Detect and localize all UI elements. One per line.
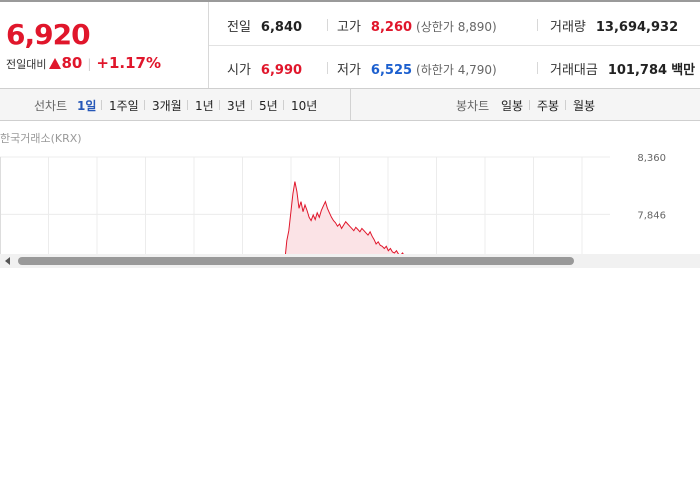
divider [101, 100, 102, 110]
price-summary: 6,920 전일대비 80 | +1.17% [0, 2, 209, 88]
stats-panel: 전일 6,840 고가 8,260 (상한가 8,890) 거래량 13,694,932… [209, 2, 700, 88]
stat-label: 거래량 [550, 20, 586, 35]
stock-widget: 6,920 전일대비 80 | +1.17% 전일 6,840 고가 8,260 (상한가 … [0, 0, 700, 268]
tab-daily-candle[interactable]: 일봉 [501, 99, 524, 113]
stat-label: 전일 [227, 20, 251, 35]
change-rate: +1.17% [96, 54, 162, 72]
change-row: 전일대비 80 | +1.17% [6, 54, 161, 72]
top-border [0, 0, 700, 2]
change-value: 80 [61, 54, 83, 72]
line-chart-tabs: 선차트 1일 1주일 3개월 1년 3년 5년 10년 [0, 89, 351, 120]
stat-value: 6,525 [370, 63, 413, 78]
upper-limit-value: 8,890 [457, 20, 493, 34]
chart-tab-bar: 선차트 1일 1주일 3개월 1년 3년 5년 10년 봉차트 일봉 주봉 월봉 [0, 88, 700, 121]
change-label: 전일대비 [6, 58, 47, 71]
divider [144, 100, 145, 110]
tab-1w[interactable]: 1주일 [109, 99, 139, 113]
stat-high: 고가 8,260 (상한가 8,890) [337, 20, 497, 35]
divider [529, 100, 530, 110]
stat-label: 저가 [337, 63, 361, 78]
stat-value: 13,694,932 [595, 20, 679, 35]
stat-volume: 거래량 13,694,932 [550, 16, 678, 35]
divider [537, 19, 538, 31]
tab-3m[interactable]: 3개월 [152, 99, 182, 113]
stat-open: 시가 6,990 [227, 59, 302, 78]
stat-label: 거래대금 [550, 63, 598, 78]
stat-amount: 거래대금 101,784 백만 [550, 59, 695, 78]
stat-label: 고가 [337, 20, 361, 35]
tab-1d[interactable]: 1일 [77, 99, 97, 113]
divider [187, 100, 188, 110]
change-separator: | [87, 57, 92, 71]
stat-unit: 백만 [671, 63, 696, 78]
candle-chart-heading: 봉차트 [456, 99, 490, 113]
stat-value: 6,840 [260, 20, 303, 35]
tab-5y[interactable]: 5년 [259, 99, 278, 113]
scroll-left-arrow-icon[interactable] [5, 257, 10, 265]
divider [327, 62, 328, 74]
divider [327, 19, 328, 31]
stats-row-divider [209, 45, 700, 46]
tab-10y[interactable]: 10년 [291, 99, 318, 113]
tab-1y[interactable]: 1년 [195, 99, 214, 113]
current-price: 6,920 [6, 18, 91, 51]
stat-low: 저가 6,525 (하한가 4,790) [337, 63, 497, 78]
up-triangle-icon [49, 58, 62, 69]
upper-limit-label: 상한가 [420, 20, 454, 34]
scrollbar-thumb[interactable] [18, 257, 574, 265]
lower-limit-value: 4,790 [457, 63, 493, 77]
tab-weekly-candle[interactable]: 주봉 [537, 99, 560, 113]
data-source-label: 한국거래소(KRX) [0, 132, 82, 145]
divider [219, 100, 220, 110]
chart-scrollbar[interactable] [0, 254, 700, 268]
divider [283, 100, 284, 110]
stat-value: 6,990 [260, 63, 303, 78]
tab-monthly-candle[interactable]: 월봉 [573, 99, 596, 113]
y-tick-label: 7,846 [637, 210, 666, 221]
lower-limit-label: 하한가 [420, 63, 454, 77]
stat-prev-close: 전일 6,840 [227, 16, 302, 35]
y-tick-label: 8,360 [637, 153, 666, 164]
stat-value: 101,784 [607, 63, 668, 78]
divider [565, 100, 566, 110]
divider [537, 62, 538, 74]
stat-label: 시가 [227, 63, 251, 78]
tab-3y[interactable]: 3년 [227, 99, 246, 113]
stat-value: 8,260 [370, 20, 413, 35]
divider [251, 100, 252, 110]
price-area-fill [282, 181, 425, 268]
line-chart-heading: 선차트 [34, 99, 68, 113]
